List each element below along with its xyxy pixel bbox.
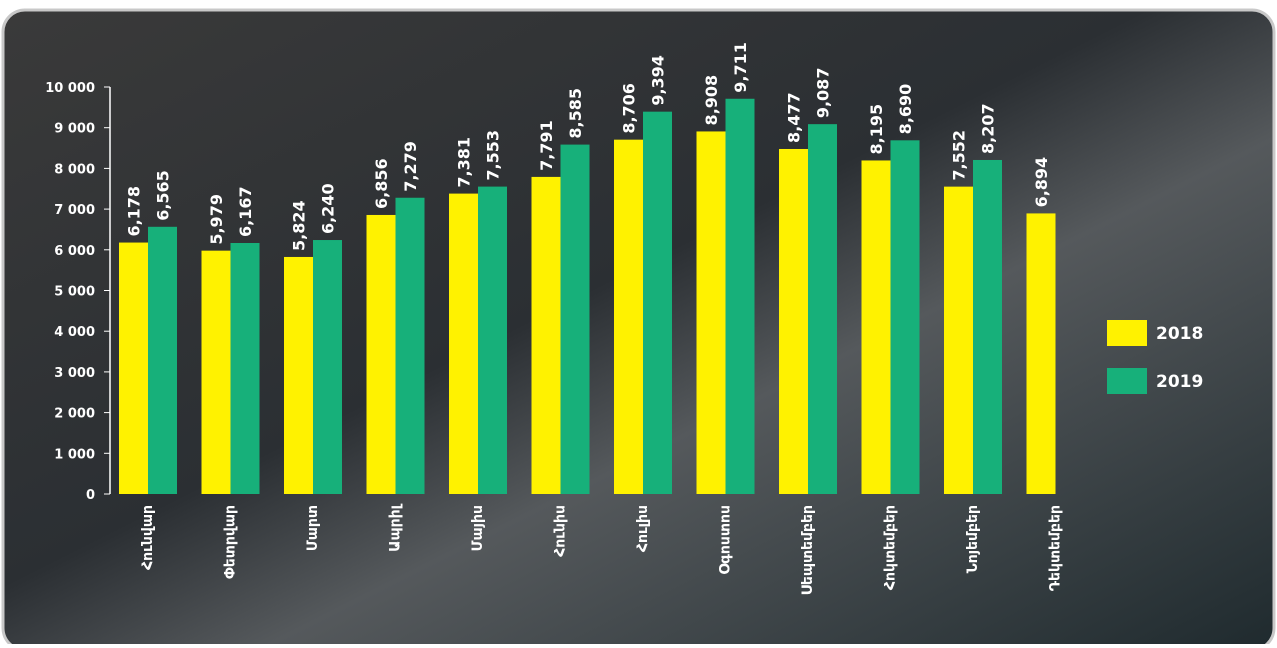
bar (614, 139, 643, 494)
value-label: 6,565 (154, 170, 173, 221)
bar (696, 131, 726, 494)
bar (560, 144, 590, 494)
bar (808, 124, 837, 494)
bar (366, 214, 396, 494)
y-tick-label: 2 000 (54, 407, 95, 422)
value-label: 9,711 (731, 42, 750, 93)
bar (861, 160, 891, 494)
x-tick-label: Հոկտեմբեր (883, 505, 899, 590)
legend-label: 2019 (1156, 372, 1203, 392)
x-tick-label: Դեկտեմբեր (1048, 505, 1064, 591)
value-label: 6,856 (372, 158, 391, 209)
bar (1026, 213, 1056, 495)
value-label: 6,178 (125, 186, 144, 237)
value-label: 5,824 (290, 200, 309, 251)
value-label: 6,167 (236, 186, 255, 237)
bar (284, 256, 313, 494)
bar (890, 140, 920, 494)
legend-swatch (1107, 368, 1147, 394)
y-tick-label: 7 000 (54, 203, 95, 218)
bar (944, 186, 973, 494)
value-label: 8,690 (896, 84, 915, 135)
bar (230, 243, 260, 494)
bar (395, 197, 425, 495)
value-label: 6,240 (319, 183, 338, 234)
legend-label: 2018 (1156, 324, 1203, 344)
value-label: 7,553 (484, 130, 503, 181)
x-tick-label: Հունվար (140, 505, 156, 570)
value-label: 8,207 (979, 103, 998, 154)
x-tick-label: Սեպտեմբեր (800, 505, 816, 595)
bar (643, 111, 672, 495)
bar (779, 148, 808, 495)
value-label: 6,894 (1032, 157, 1051, 208)
value-label: 8,585 (566, 88, 585, 139)
y-tick-label: 8 000 (54, 162, 95, 177)
y-tick-label: 3 000 (54, 366, 95, 381)
x-tick-label: Հունիս (553, 505, 569, 557)
value-label: 9,087 (814, 68, 833, 119)
x-tick-label: Օգոստոս (718, 505, 734, 575)
bar (531, 176, 561, 494)
legend-swatch (1107, 320, 1147, 346)
value-label: 8,195 (867, 104, 886, 155)
bar (478, 186, 507, 494)
value-label: 8,477 (785, 92, 804, 143)
value-label: 7,381 (455, 137, 474, 188)
value-label: 7,279 (401, 141, 420, 192)
bar (725, 98, 755, 494)
x-tick-label: Մարտ (305, 505, 321, 551)
y-tick-label: 1 000 (54, 447, 95, 462)
value-label: 7,791 (537, 120, 556, 171)
value-label: 8,908 (702, 75, 721, 126)
y-tick-label: 10 000 (45, 81, 95, 96)
y-tick-label: 9 000 (54, 122, 95, 137)
y-tick-label: 4 000 (54, 325, 95, 340)
value-label: 7,552 (950, 130, 969, 181)
x-tick-label: Նոյեմբեր (965, 505, 981, 573)
x-tick-label: Փետրվար (223, 505, 239, 579)
bar (201, 250, 231, 494)
y-tick-label: 0 (86, 488, 95, 503)
y-tick-label: 6 000 (54, 244, 95, 259)
bar (449, 193, 478, 494)
bar (119, 242, 148, 494)
bar (148, 226, 177, 494)
value-label: 5,979 (207, 194, 226, 245)
value-label: 9,394 (649, 55, 668, 106)
bar (973, 159, 1002, 494)
x-tick-label: Մայիս (470, 505, 486, 551)
y-tick-label: 5 000 (54, 285, 95, 300)
value-label: 8,706 (620, 83, 639, 134)
x-tick-label: Հուլիս (635, 505, 651, 552)
bar (313, 240, 342, 494)
x-tick-label: Ապրիլ (388, 503, 404, 552)
